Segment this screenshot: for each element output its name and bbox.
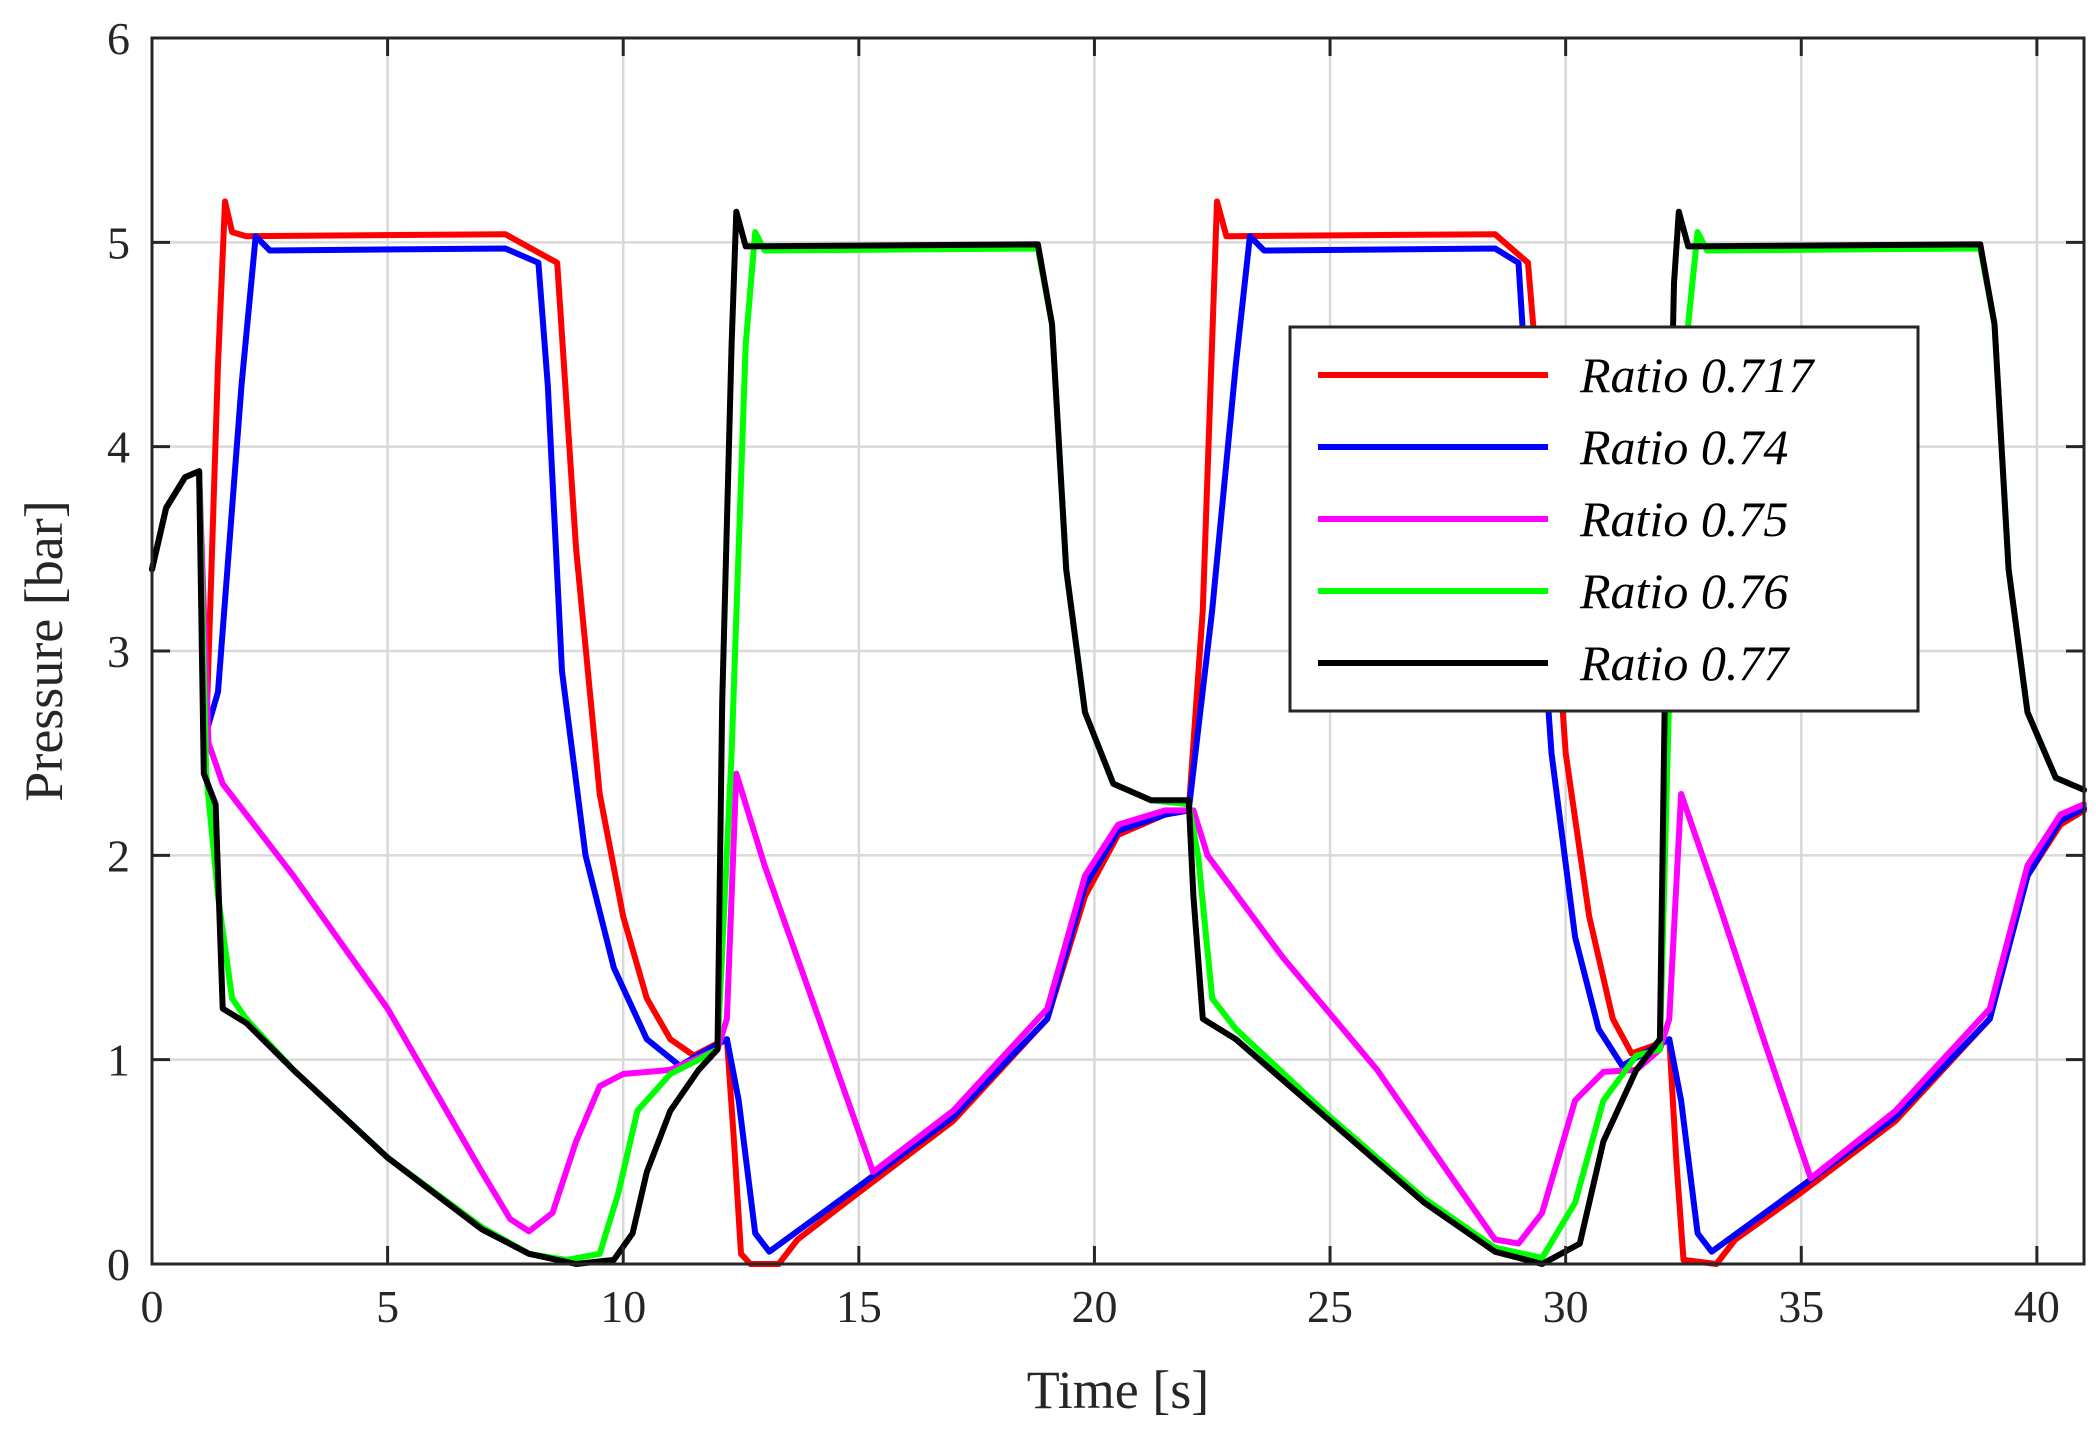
x-tick-label: 10 [600,1281,646,1332]
legend-label-4: Ratio 0.76 [1579,563,1788,619]
series-line-3 [149,468,2087,1247]
y-tick-label: 6 [107,13,130,64]
axis-ticks [150,36,2084,1266]
legend-entries: Ratio 0.717 Ratio 0.74 Ratio 0.75 Ratio 0.7… [1318,347,1815,691]
legend-label-3: Ratio 0.75 [1579,491,1788,547]
x-tick-label: 20 [1071,1281,1117,1332]
x-tick-label: 5 [376,1281,399,1332]
x-tick-label: 25 [1307,1281,1353,1332]
y-tick-label: 2 [107,830,130,881]
y-tick-label: 3 [107,626,130,677]
y-tick-label: 5 [107,217,130,268]
y-tick-label: 0 [107,1239,130,1290]
y-axis-title: Pressure [bar] [14,500,74,801]
series-lines [149,198,2087,1267]
x-tick-label: 35 [1778,1281,1824,1332]
legend-label-2: Ratio 0.74 [1579,419,1788,475]
x-axis-title: Time [s] [1027,1360,1210,1420]
x-tick-label: 30 [1543,1281,1589,1332]
y-tick-label: 4 [107,422,130,473]
x-tick-label: 15 [836,1281,882,1332]
x-tick-label: 40 [2014,1281,2060,1332]
axis-tick-labels: 0 5 10 15 20 25 30 35 40 0 1 2 3 4 5 6 [107,13,2060,1332]
x-tick-label: 0 [141,1281,164,1332]
legend-label-1: Ratio 0.717 [1579,347,1815,403]
y-tick-label: 1 [107,1035,130,1086]
legend-label-5: Ratio 0.77 [1579,635,1790,691]
legend: Ratio 0.717 Ratio 0.74 Ratio 0.75 Ratio 0.7… [1288,325,1920,713]
